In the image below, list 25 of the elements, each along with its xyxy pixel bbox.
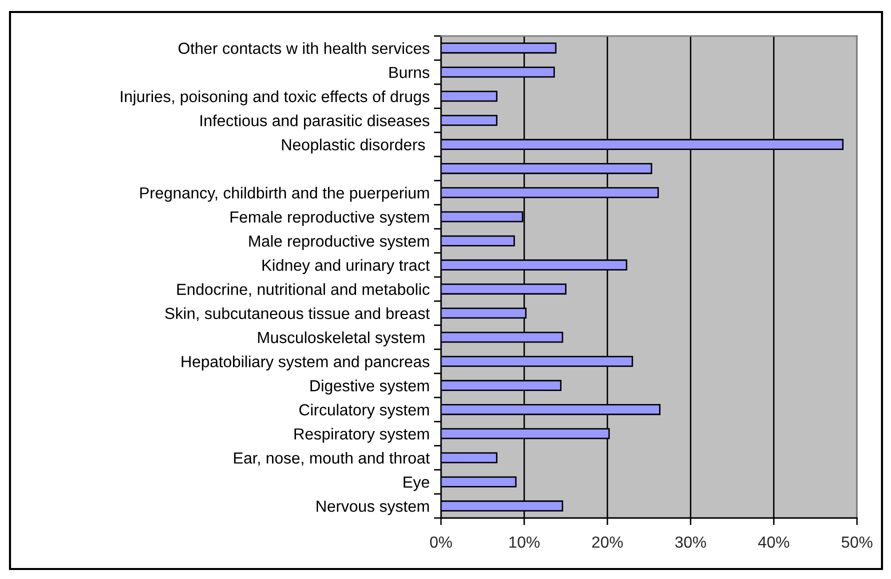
y-tick-label: Skin, subcutaneous tissue and breast: [165, 307, 430, 321]
y-tick-label: Neoplastic disorders: [282, 138, 425, 154]
y-tick-label: Eye: [404, 476, 430, 491]
y-tick-label: Injuries, poisoning and toxic effects of drugs: [120, 90, 430, 106]
y-tick-label: Infectious and parasitic diseases: [200, 114, 430, 130]
y-tick-label: Female reproductive system: [230, 210, 429, 226]
x-tick-label: 20%: [592, 536, 623, 548]
x-tick-label: 50%: [842, 536, 872, 548]
y-tick-label: Musculoskeletal system: [258, 331, 424, 346]
y-tick-label: Nervous system: [316, 500, 429, 516]
y-tick-label: Digestive system: [310, 380, 429, 395]
y-tick-label: Burns: [389, 66, 430, 78]
y-tick-label: Male reproductive system: [249, 235, 429, 250]
y-tick-label: Hepatobiliary system and pancreas: [182, 356, 430, 370]
y-tick-label: Respiratory system: [294, 428, 429, 443]
y-tick-label: Other contacts w ith health services: [178, 42, 430, 54]
y-tick-label: Pregnancy, childbirth and the puerperium: [140, 186, 429, 202]
x-tick-label: 0%: [430, 536, 452, 548]
x-tick-label: 10%: [509, 536, 540, 548]
y-tick-label: Kidney and urinary tract: [262, 259, 430, 274]
x-tick-label: 40%: [758, 536, 790, 548]
y-tick-label: Endocrine, nutritional and metabolic: [177, 283, 430, 297]
y-tick-label: Circulatory system: [299, 404, 429, 419]
y-tick-label: Ear, nose, mouth and throat: [234, 452, 430, 466]
x-tick-label: 30%: [675, 536, 706, 548]
